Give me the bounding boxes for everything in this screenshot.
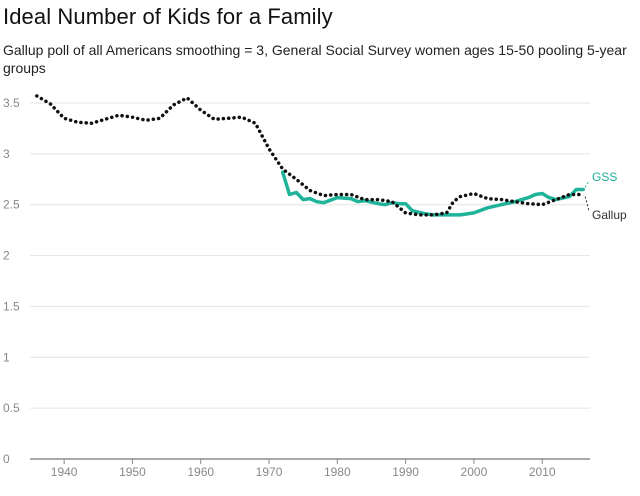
gss-series-label: GSS: [592, 170, 617, 184]
x-tick-label: 1980: [324, 465, 351, 479]
x-tick-label: 2000: [461, 465, 488, 479]
x-tick-label: 1950: [119, 465, 146, 479]
chart-title: Ideal Number of Kids for a Family: [3, 4, 333, 29]
gallup-line: [35, 94, 585, 217]
x-tick-label: 2010: [529, 465, 556, 479]
gss-leader-line: [584, 180, 590, 188]
y-tick-label: 2: [3, 249, 10, 263]
y-tick-label: 3.5: [3, 96, 20, 110]
x-tick-label: 1970: [256, 465, 283, 479]
chart-subtitle: Gallup poll of all Americans smoothing =…: [3, 42, 627, 76]
x-tick-label: 1990: [392, 465, 419, 479]
y-tick-label: 0: [3, 452, 10, 466]
y-tick-label: 1: [3, 350, 10, 364]
gss-line: [280, 170, 585, 217]
y-tick-label: 0.5: [3, 401, 20, 415]
y-tick-label: 3: [3, 147, 10, 161]
x-tick-label: 1960: [187, 465, 214, 479]
x-tick-label: 1940: [51, 465, 78, 479]
y-tick-label: 1.5: [3, 299, 20, 313]
gallup-leader-line: [584, 196, 590, 212]
y-tick-label: 2.5: [3, 198, 20, 212]
gallup-series-label: Gallup: [592, 208, 627, 222]
